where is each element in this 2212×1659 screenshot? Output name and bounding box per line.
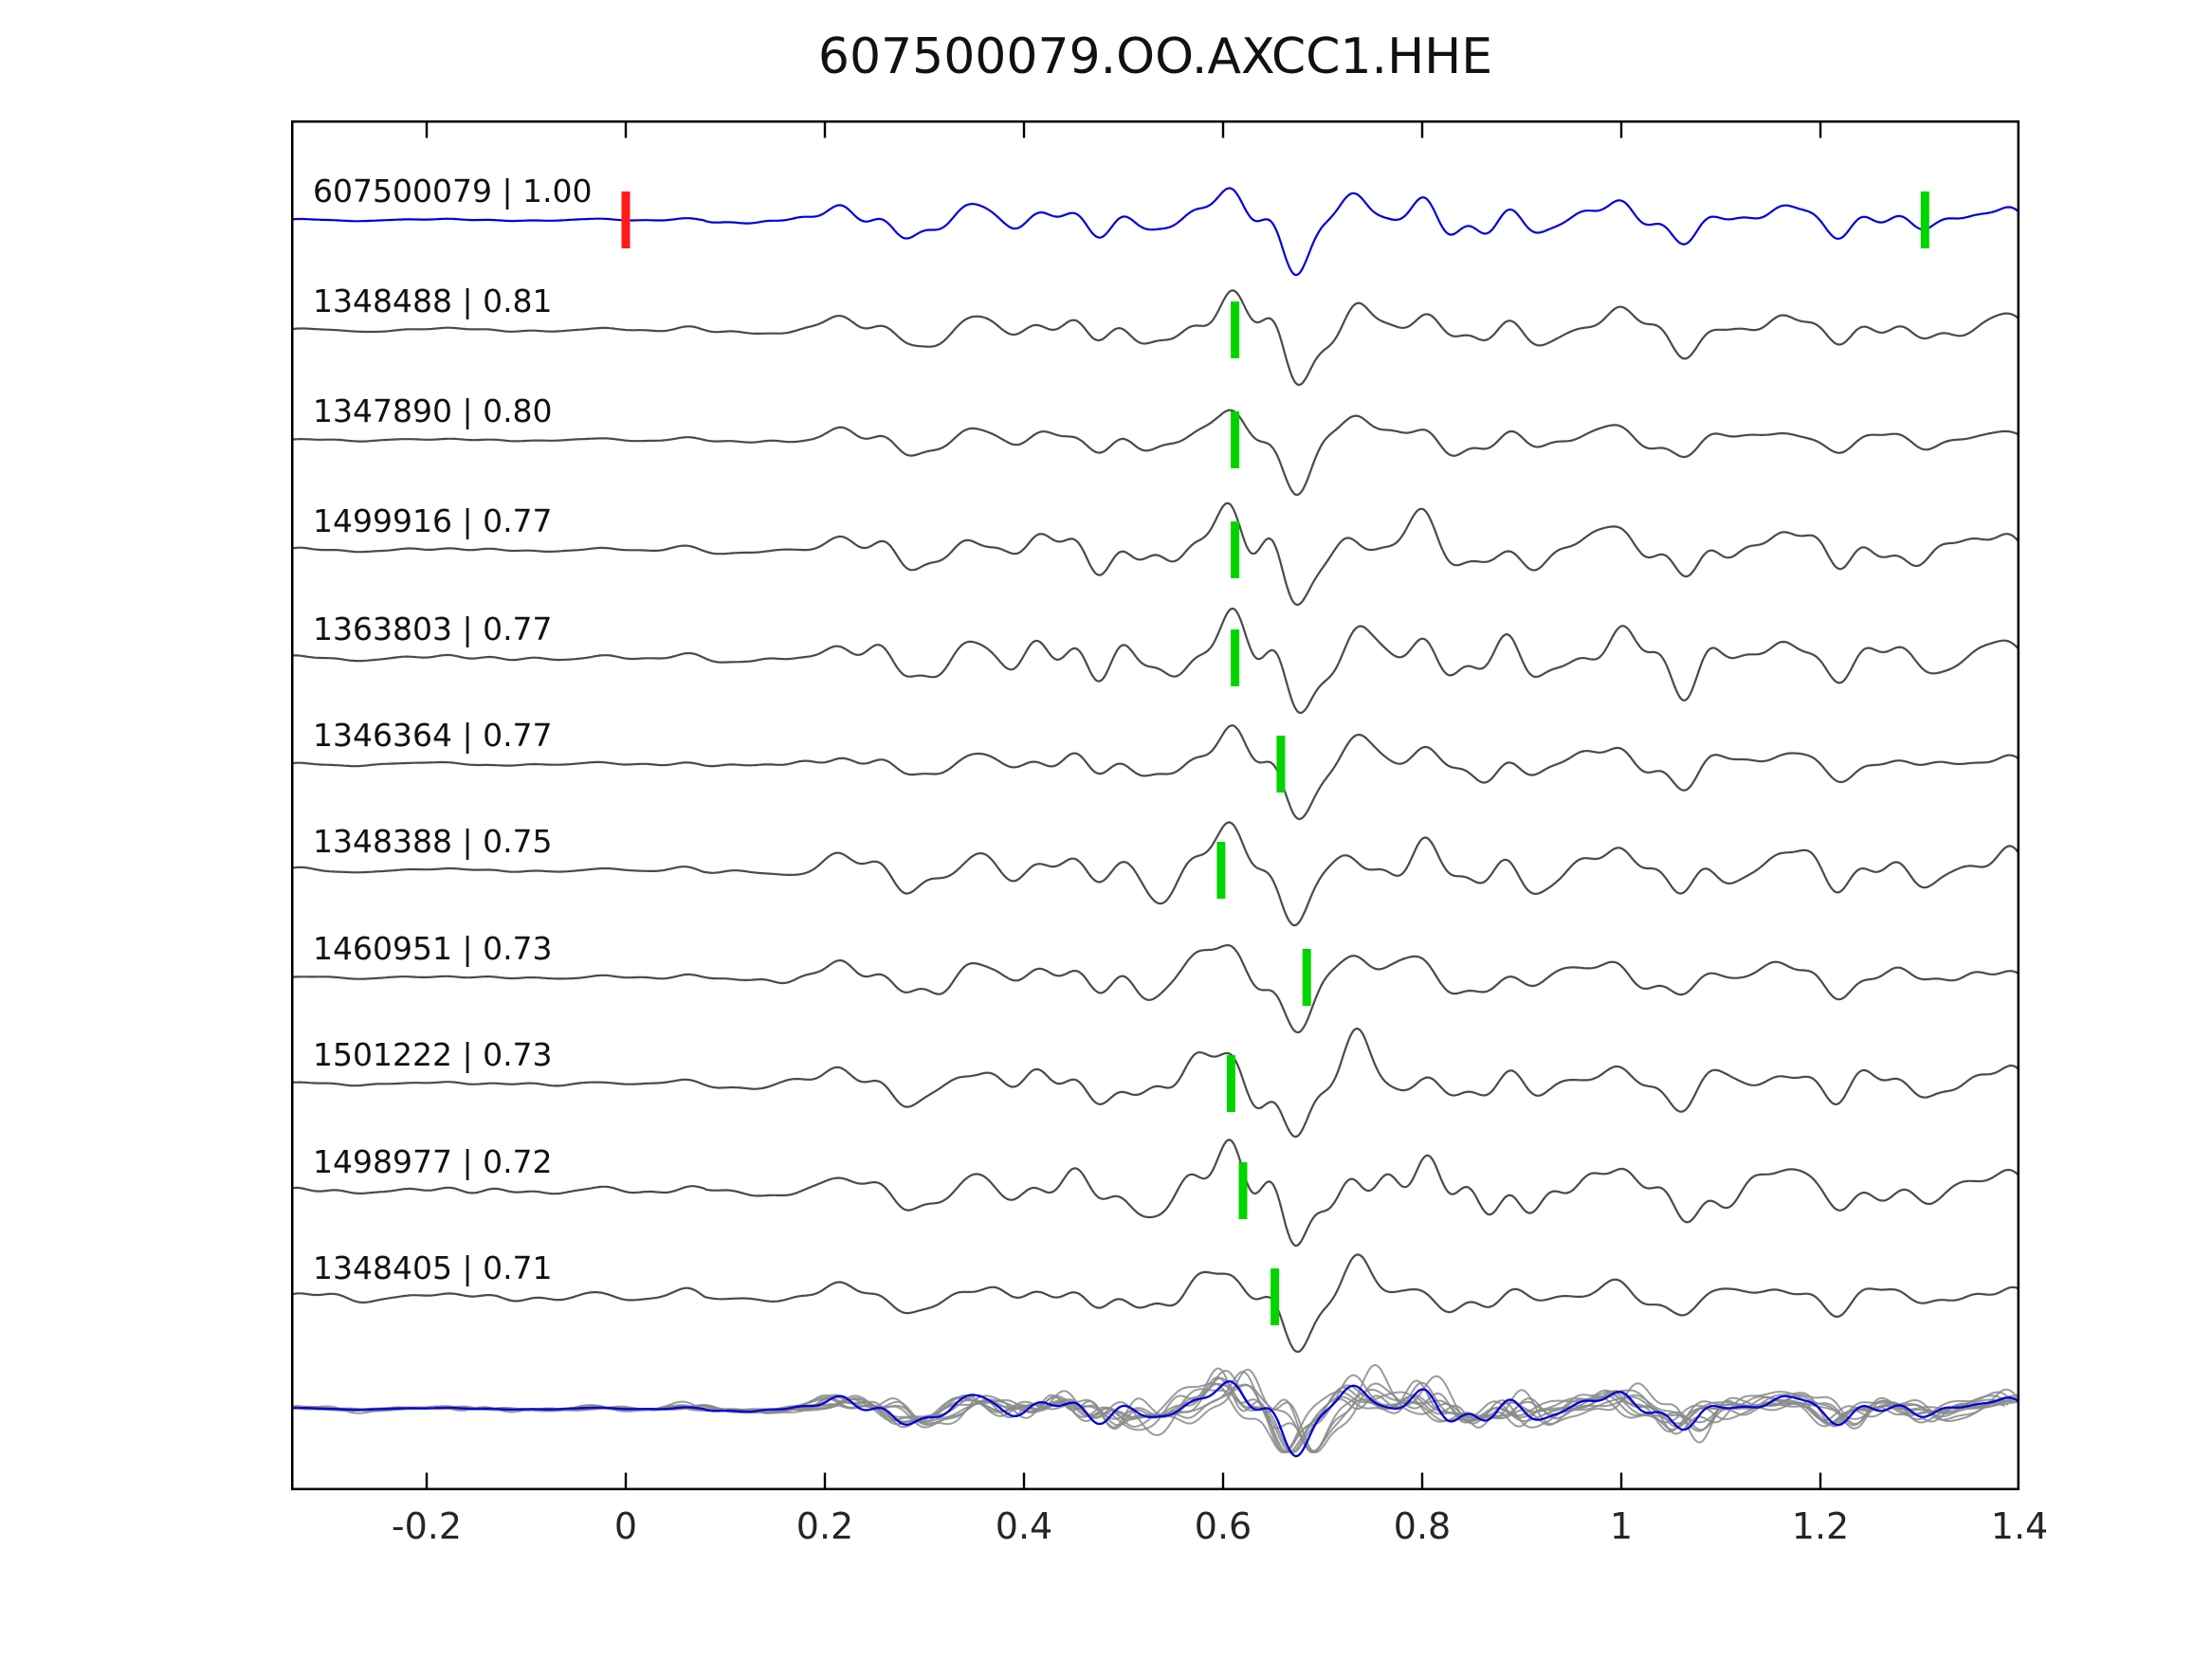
x-tick-label: 1.2 [1791,1505,1850,1547]
x-tick-label: -0.2 [391,1505,463,1547]
x-tick-label: 0.4 [995,1505,1053,1547]
trace-label: 607500079 | 1.00 [313,173,593,210]
trace-label: 1499916 | 0.77 [313,502,553,539]
trace-label: 1346364 | 0.77 [313,717,553,754]
x-tick-label: 0.6 [1194,1505,1252,1547]
trace-label: 1348405 | 0.71 [313,1249,553,1286]
plot-area [291,120,2020,1490]
trace-label: 1498977 | 0.72 [313,1143,553,1180]
trace-label: 1348488 | 0.81 [313,283,553,319]
trace-label: 1460951 | 0.73 [313,930,553,967]
x-tick-label: 0.8 [1393,1505,1452,1547]
trace-label: 1347890 | 0.80 [313,392,553,429]
trace-label: 1501222 | 0.73 [313,1036,553,1073]
trace-label: 1363803 | 0.77 [313,611,553,647]
trace-label: 1348388 | 0.75 [313,823,553,860]
x-tick-label: 1 [1609,1505,1634,1547]
x-tick-label: 1.4 [1990,1505,2049,1547]
x-tick-label: 0.2 [795,1505,854,1547]
waveform-plot [291,120,2020,1490]
chart-title: 607500079.OO.AXCC1.HHE [817,28,1493,85]
x-tick-label: 0 [613,1505,638,1547]
